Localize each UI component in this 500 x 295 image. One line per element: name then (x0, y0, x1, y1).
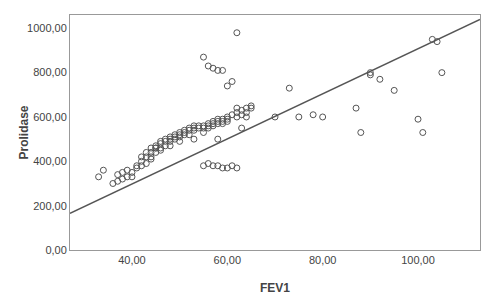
svg-text:800,00: 800,00 (33, 66, 67, 78)
svg-text:600,00: 600,00 (33, 111, 67, 123)
svg-text:80,00: 80,00 (309, 254, 337, 266)
svg-text:40,00: 40,00 (118, 254, 146, 266)
svg-text:1000,00: 1000,00 (27, 22, 67, 34)
svg-text:0,00: 0,00 (45, 244, 66, 256)
svg-text:400,00: 400,00 (33, 155, 67, 167)
svg-text:60,00: 60,00 (214, 254, 242, 266)
svg-text:Prolidase: Prolidase (17, 105, 31, 159)
svg-text:100,00: 100,00 (401, 254, 435, 266)
svg-text:FEV1: FEV1 (260, 281, 290, 295)
svg-text:200,00: 200,00 (33, 200, 67, 212)
